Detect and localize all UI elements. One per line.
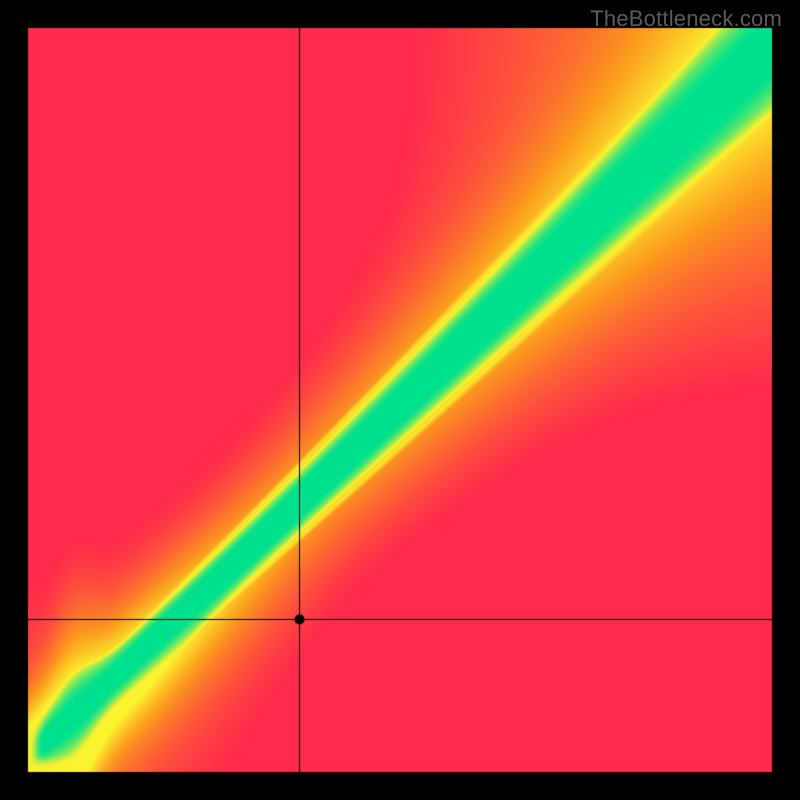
watermark-text: TheBottleneck.com [590,6,782,32]
chart-container: { "watermark": { "text": "TheBottleneck.… [0,0,800,800]
heatmap-canvas [0,0,800,800]
